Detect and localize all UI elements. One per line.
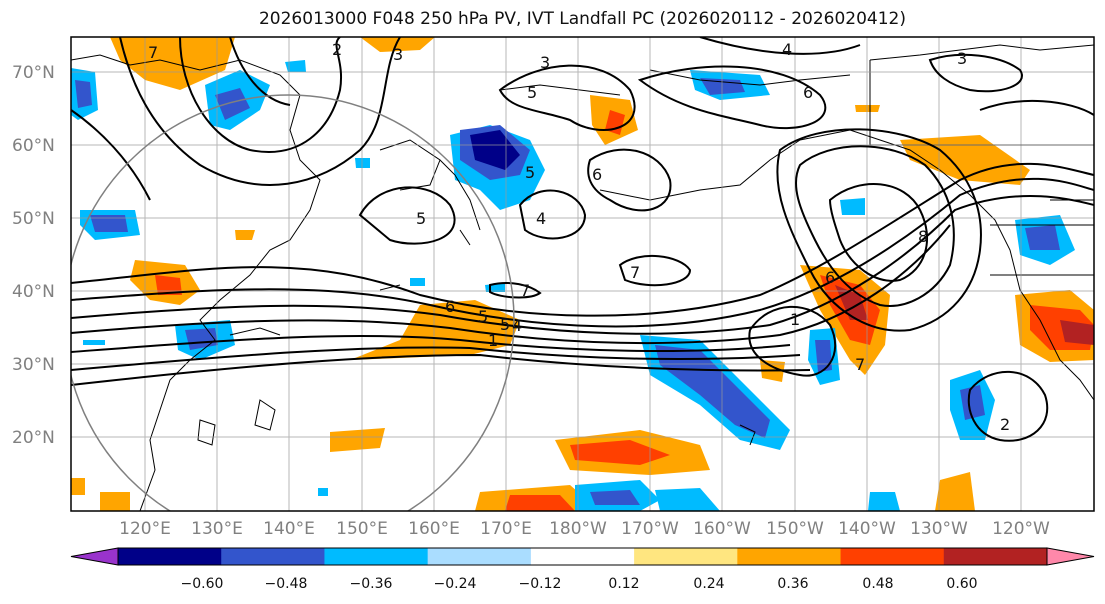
lat-label: 30°N <box>12 355 55 375</box>
contour-label: 4 <box>536 209 546 228</box>
lon-label: 140°W <box>838 519 896 539</box>
lon-label: 150°E <box>336 519 388 539</box>
contour-label-group: 2 3 3 3 4 6 5 5 5 5 4 6 7 7 6 5 4 1 6 8 … <box>148 40 1010 434</box>
colorbar-tick-label: 0.60 <box>946 576 977 592</box>
lat-labels: 70°N 60°N 50°N 40°N 30°N 20°N <box>12 63 55 448</box>
lon-label: 130°W <box>910 519 968 539</box>
colorbar-cell <box>221 548 325 565</box>
lat-label: 40°N <box>12 282 55 302</box>
page-title: 2026013000 F048 250 hPa PV, IVT Landfall… <box>258 9 906 29</box>
colorbar-tick-label: −0.12 <box>519 576 562 592</box>
contour-label: 6 <box>825 268 835 287</box>
lon-label: 170°W <box>621 519 679 539</box>
contour-label: 6 <box>445 297 455 316</box>
contour-label: 2 <box>1000 415 1010 434</box>
lon-labels: 120°E 130°E 140°E 150°E 160°E 170°E 180°… <box>119 519 1050 539</box>
contour-label: 1 <box>488 331 498 350</box>
contour-label: 5 <box>416 209 426 228</box>
colorbar-left-extend <box>70 547 119 566</box>
lon-label: 160°E <box>408 519 460 539</box>
contour-label: 6 <box>803 83 813 102</box>
colorbar-cell <box>427 548 532 565</box>
contour-label: 5 <box>527 83 537 102</box>
colorbar: −0.60 −0.48 −0.36 −0.24 −0.12 0.12 0.24 … <box>70 547 1095 592</box>
colorbar-cell <box>737 548 842 565</box>
contour-label: 7 <box>855 355 865 374</box>
colorbar-tick-label: 0.36 <box>777 576 808 592</box>
contour-label: 8 <box>918 227 928 246</box>
lat-label: 70°N <box>12 63 55 83</box>
contour-label: 3 <box>393 45 403 64</box>
contour-label: 5 <box>500 315 510 334</box>
lon-label: 120°W <box>992 519 1050 539</box>
colorbar-tick-label: −0.60 <box>181 576 224 592</box>
colorbar-right-extend <box>1046 547 1095 566</box>
colorbar-border <box>117 547 1048 566</box>
contour-label: 1 <box>790 310 800 329</box>
map-layers: 2 3 3 3 4 6 5 5 5 5 4 6 7 7 6 5 4 1 6 8 … <box>71 37 1094 511</box>
colorbar-tick-label: −0.36 <box>350 576 393 592</box>
contour-label: 3 <box>540 53 550 72</box>
colorbar-tick-label: 0.12 <box>608 576 639 592</box>
lat-label: 60°N <box>12 136 55 156</box>
colorbar-cell <box>840 548 945 565</box>
lon-label: 140°E <box>263 519 315 539</box>
colorbar-tick-label: −0.48 <box>265 576 308 592</box>
contour-label: 7 <box>630 263 640 282</box>
contour-label: 5 <box>478 307 488 326</box>
map-frame <box>70 36 1095 512</box>
pv-contours <box>71 37 1094 442</box>
colorbar-tick-label: 0.24 <box>693 576 724 592</box>
colorbar-cell <box>118 548 222 565</box>
contour-label: 6 <box>592 165 602 184</box>
colorbar-tick-label: 0.48 <box>862 576 893 592</box>
colorbar-ticks: −0.60 −0.48 −0.36 −0.24 −0.12 0.12 0.24 … <box>181 576 978 592</box>
contour-label: 3 <box>957 49 967 68</box>
colorbar-cell <box>943 548 1048 565</box>
lon-label: 150°W <box>766 519 824 539</box>
contour-label: 7 <box>520 281 530 300</box>
lat-label: 20°N <box>12 428 55 448</box>
landfall-circle <box>71 94 515 511</box>
contour-label: 2 <box>332 40 342 59</box>
contour-label: 4 <box>512 316 522 335</box>
colorbar-cell <box>634 548 738 565</box>
lon-label: 180°W <box>549 519 607 539</box>
colorbar-cells <box>118 548 1048 565</box>
lon-label: 130°E <box>191 519 243 539</box>
lat-label: 50°N <box>12 209 55 229</box>
lon-label: 120°E <box>119 519 171 539</box>
lon-label: 170°E <box>480 519 532 539</box>
contour-label: 5 <box>525 163 535 182</box>
colorbar-cell <box>530 548 635 565</box>
colorbar-tick-label: −0.24 <box>434 576 477 592</box>
colorbar-cell <box>324 548 429 565</box>
contour-label: 7 <box>148 43 158 62</box>
lon-label: 160°W <box>693 519 751 539</box>
contour-label: 4 <box>782 40 792 59</box>
